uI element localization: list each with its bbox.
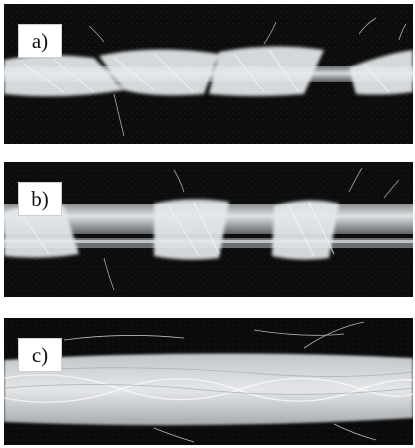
panel-label-a: a) [18, 24, 62, 58]
photo-panel-b: b) [4, 162, 413, 297]
photo-panel-c: c) [4, 318, 413, 445]
photo-a [4, 4, 413, 144]
photo-c [4, 318, 413, 445]
panel-label-b: b) [18, 182, 62, 216]
photo-panel-a: a) [4, 4, 413, 144]
panel-label-c: c) [18, 338, 62, 372]
photo-b [4, 162, 413, 297]
